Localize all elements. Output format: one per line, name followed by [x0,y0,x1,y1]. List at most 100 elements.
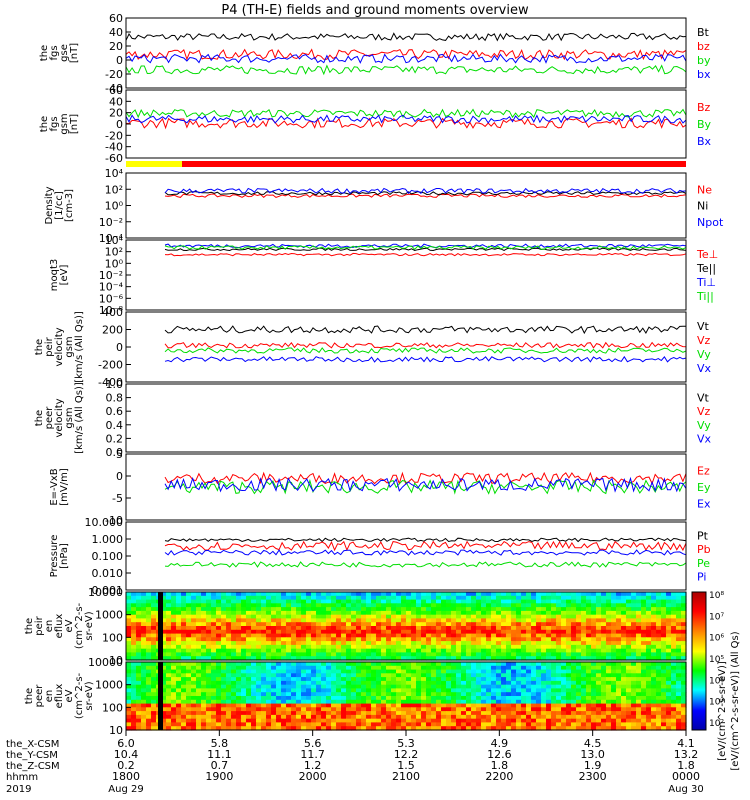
spectrogram-cell [386,669,392,674]
spectrogram-cell [471,641,477,646]
spectrogram-cell [231,722,237,727]
y-tick-label: 10⁻² [99,216,123,229]
spectrogram-cell [256,699,262,705]
spectrogram-cell [366,677,372,682]
spectrogram-cell [126,699,132,705]
spectrogram-cell [531,722,537,727]
spectrogram-cell [361,673,367,678]
spectrogram-cell [481,656,487,661]
spectrogram-cell [501,662,507,667]
series-bx [125,53,687,64]
spectrogram-cell [441,662,447,667]
spectrogram-cell [446,688,452,693]
spectrogram-cell [446,595,452,601]
spectrogram-cell [186,656,192,661]
spectrogram-cell [216,614,222,620]
spectrogram-cell [561,718,567,724]
spectrogram-cell [531,688,537,693]
spectrogram-cell [656,696,662,701]
spectrogram-cell [366,622,372,627]
spectrogram-cell [196,633,202,638]
spectrogram-cell [616,680,622,686]
spectrogram-cell [146,699,152,705]
spectrogram-cell [466,618,472,623]
spectrogram-cell [151,637,157,642]
spectrogram-cell [281,595,287,601]
spectrogram-cell [451,629,457,635]
spectrogram-cell [616,688,622,693]
spectrogram-cell [486,684,492,690]
spectrogram-cell [536,718,542,724]
spectrogram-cell [506,684,512,690]
spectrogram-cell [566,599,572,604]
spectrogram-cell [186,603,192,608]
spectrogram-cell [656,688,662,693]
spectrogram-cell [316,618,322,623]
spectrogram-cell [381,718,387,724]
spectrogram-cell [491,665,497,671]
spectrogram-cell [376,669,382,674]
spectrogram-cell [141,610,147,616]
spectrogram-cell [436,652,442,657]
spectrogram-cell [646,641,652,646]
spectrogram-cell [251,656,257,661]
spectrogram-cell [161,644,167,650]
spectrogram-cell [651,592,657,597]
spectrogram-cell [371,699,377,705]
spectrogram-cell [646,648,652,654]
spectrogram-cell [366,618,372,623]
mode-bar-segment [182,161,686,167]
spectrogram-cell [496,633,502,638]
spectrogram-cell [356,644,362,650]
spectrogram-cell [596,607,602,612]
spectrogram-cell [281,633,287,638]
spectrogram-cell [576,599,582,604]
spectrogram-cell [591,641,597,646]
spectrogram-cell [631,688,637,693]
y-tick-label: 40 [109,26,123,39]
spectrogram-cell [416,684,422,690]
spectrogram-cell [211,637,217,642]
spectrogram-cell [396,603,402,608]
spectrogram-cell [206,696,212,701]
spectrogram-cell [256,673,262,678]
spectrogram-cell [671,644,677,650]
spectrogram-cell [411,665,417,671]
spectrogram-cell [216,603,222,608]
spectrogram-cell [596,726,602,731]
spectrogram-cell [531,677,537,682]
spectrogram-cell [541,699,547,705]
spectrogram-cell [486,599,492,604]
spectrogram-cell [281,656,287,661]
spectrogram-cell [606,652,612,657]
spectrogram-cell [501,684,507,690]
spectrogram-cell [416,592,422,597]
spectrogram-cell [651,711,657,716]
spectrogram-cell [511,684,517,690]
spectrogram-cell [421,718,427,724]
spectrogram-cell [621,677,627,682]
spectrogram-cell [151,680,157,686]
spectrogram-cell [146,673,152,678]
spectrogram-cell [396,595,402,601]
spectrogram-cell [346,707,352,712]
spectrogram-cell [661,603,667,608]
spectrogram-cell [541,669,547,674]
spectrogram-cell [506,644,512,650]
spectrogram-cell [381,669,387,674]
spectrogram-cell [681,610,687,616]
spectrogram-cell [326,722,332,727]
spectrogram-cell [236,696,242,701]
spectrogram-cell [661,595,667,601]
spectrogram-cell [416,610,422,616]
spectrogram-cell [611,662,617,667]
spectrogram-cell [636,626,642,631]
spectrogram-cell [236,662,242,667]
spectrogram-cell [206,722,212,727]
spectrogram-cell [536,629,542,635]
spectrogram-cell [391,622,397,627]
spectrogram-cell [546,599,552,604]
spectrogram-cell [231,692,237,697]
spectrogram-cell [371,726,377,731]
spectrogram-cell [656,714,662,720]
